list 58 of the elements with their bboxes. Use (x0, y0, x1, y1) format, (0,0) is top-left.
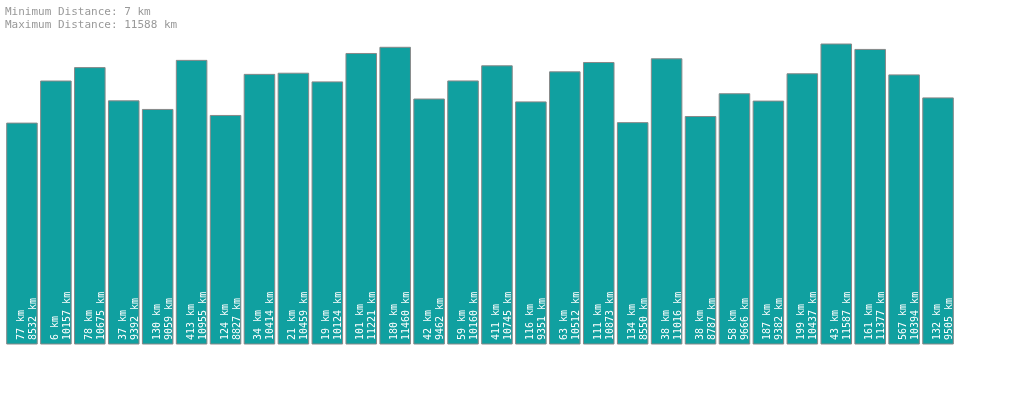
bar (175, 59, 208, 345)
data-label: 130 km 9059 km (150, 297, 174, 340)
bar (752, 100, 785, 345)
data-label: 78 km 10675 km (82, 291, 106, 340)
bar (820, 43, 853, 345)
data-label: 38 km 8787 km (693, 297, 717, 340)
data-label: 58 km 9666 km (727, 297, 751, 340)
bar (718, 93, 751, 345)
data-label: 567 km 10394 km (897, 291, 921, 340)
data-label: 43 km 11587 km (829, 291, 853, 340)
bar (277, 72, 310, 345)
bar (74, 67, 106, 345)
data-label: 21 km 10459 km (286, 291, 310, 340)
data-label: 37 km 9392 km (116, 297, 140, 340)
data-label: 132 km 9505 km (931, 297, 955, 340)
bar (922, 97, 954, 345)
data-label: 59 km 10160 km (456, 291, 480, 340)
text: Maximum Distance: 11588 km (5, 17, 178, 31)
bar (447, 80, 479, 345)
data-label: 134 km 8550 km (625, 297, 649, 340)
bar (107, 100, 140, 345)
bar (888, 74, 920, 345)
bar (243, 73, 276, 345)
bar (209, 114, 242, 345)
data-label: 38 km 11016 km (659, 291, 683, 340)
bar (413, 98, 445, 345)
bar (582, 61, 615, 345)
data-label: 199 km 10437 km (795, 291, 819, 340)
data-label: 111 km 10873 km (591, 291, 615, 340)
bar (786, 73, 819, 345)
data-label: 34 km 10414 km (252, 291, 276, 340)
bar (481, 65, 513, 345)
data-label: 411 km 10745 km (489, 291, 513, 340)
bar (311, 81, 344, 345)
data-label: 101 km 11221 km (354, 291, 378, 340)
data-label: 180 km 11460 km (388, 291, 412, 340)
bar (379, 46, 411, 345)
bar (650, 58, 683, 345)
text: Minimum Distance: 7 km (5, 4, 152, 18)
bar (141, 108, 174, 345)
data-label: 124 km 8827 km (218, 297, 242, 340)
data-label: 116 km 9351 km (523, 297, 547, 340)
bar (6, 122, 38, 345)
data-label: 6 km 10157 km (48, 291, 72, 340)
data-label: 63 km 10512 km (557, 291, 581, 340)
data-label: 161 km 11377 km (863, 291, 887, 340)
bar (684, 116, 717, 345)
bar (616, 122, 649, 345)
data-label: 187 km 9382 km (761, 297, 785, 340)
bar (345, 52, 378, 345)
bar (515, 101, 547, 345)
bar (549, 71, 581, 345)
data-label: 413 km 10955 km (184, 291, 208, 340)
data-label: 77 km 8532 km (14, 297, 38, 340)
bar (40, 80, 72, 345)
data-label: 19 km 10124 km (320, 291, 344, 340)
bar (854, 48, 886, 345)
data-label: 42 km 9462 km (422, 297, 446, 340)
